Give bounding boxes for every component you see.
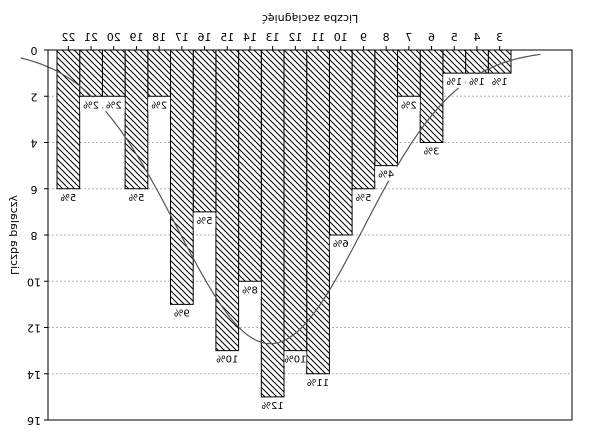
bar-10: [328, 49, 353, 236]
x-tick-label: 12: [288, 31, 302, 44]
bar-7: [397, 49, 421, 97]
x-tick-label: 7: [405, 31, 412, 44]
bar-label: 9%: [174, 308, 190, 319]
bar-label-bg: [307, 374, 330, 389]
bar-label: 5%: [197, 216, 213, 227]
bar-label-bg: [238, 282, 261, 297]
y-tick-label: 2: [31, 90, 38, 103]
bar-label: 5%: [129, 193, 145, 204]
bar-label: 11%: [307, 378, 329, 389]
bar-18: [147, 49, 172, 97]
bar-label-bg: [488, 74, 511, 89]
bars: [56, 49, 512, 398]
bar-label-bg: [443, 74, 466, 89]
bar-label: 4%: [378, 170, 394, 181]
x-tick-label: 4: [473, 31, 480, 44]
x-tick-label: 15: [220, 31, 234, 44]
bar-label-bg: [397, 97, 420, 112]
bar-11: [306, 49, 330, 375]
x-tick-label: 17: [175, 31, 189, 44]
bar-13: [260, 49, 285, 398]
x-tick-label: 21: [84, 31, 98, 44]
bar-9: [351, 49, 376, 190]
x-tick-label: 9: [360, 31, 367, 44]
bar-labels: 1% 1% 1% 3% 2% 4% 5% 6% 11% 10% 12% 8% 10% 5% 9% 2% 5% 2%…: [57, 74, 511, 412]
bar-label: 2%: [106, 100, 122, 111]
bar-label: 3%: [424, 147, 440, 158]
y-tick-label: 8: [31, 229, 38, 242]
bar-label-bg: [261, 397, 284, 412]
bar-label: 5%: [356, 193, 372, 204]
bar-22: [56, 49, 81, 190]
y-tick-label: 6: [31, 183, 38, 196]
bar-label: 5%: [60, 193, 76, 204]
bar-8: [374, 49, 398, 167]
bar-label: 1%: [492, 77, 508, 88]
x-tick-label: 10: [334, 31, 348, 44]
bar-label: 1%: [469, 77, 485, 88]
y-ticks: 0 2 4 6 8 10 12 14 16: [27, 44, 48, 427]
bar-label-bg: [375, 166, 398, 181]
bar-14: [238, 49, 262, 282]
bar-16: [192, 49, 217, 213]
y-tick-label: 0: [31, 44, 38, 57]
bar-15: [215, 49, 240, 352]
bar-6: [419, 49, 444, 143]
bar-label: 6%: [333, 239, 349, 250]
bar-label-bg: [102, 97, 125, 112]
bar-label: 1%: [446, 77, 462, 88]
x-tick-label: 11: [311, 31, 325, 44]
x-tick-label: 22: [61, 31, 75, 44]
bar-label-bg: [170, 305, 193, 320]
x-tick-label: 18: [152, 31, 166, 44]
y-tick-label: 12: [27, 322, 41, 335]
bar-label-bg: [80, 97, 103, 112]
y-tick-label: 4: [31, 137, 38, 150]
bar-label: 8%: [242, 285, 258, 296]
bar-label-bg: [125, 189, 148, 204]
bar-label-bg: [329, 236, 352, 250]
x-ticks: 3 4 5 6 7 8 9 10 11 12 13 14 15 16 17 18 19 20 21 22: [61, 31, 503, 50]
bar-label-bg: [57, 189, 80, 204]
bar-12: [283, 49, 308, 352]
bar-label: 2%: [401, 100, 417, 111]
bar-17: [170, 49, 194, 305]
bar-label-bg: [465, 74, 488, 89]
bar-label-bg: [216, 351, 239, 366]
bar-label: 12%: [262, 401, 284, 412]
bar-label-bg: [284, 351, 307, 366]
bar-label: 10%: [216, 355, 238, 366]
bar-label-bg: [420, 143, 443, 158]
x-tick-label: 5: [451, 31, 458, 44]
y-tick-label: 10: [27, 275, 41, 288]
bar-label: 10%: [284, 355, 306, 366]
y-tick-label: 16: [27, 414, 41, 427]
bar-label: 2%: [83, 100, 99, 111]
x-tick-label: 19: [129, 31, 143, 44]
x-tick-label: 13: [266, 31, 280, 44]
bar-20: [101, 49, 126, 97]
x-tick-label: 8: [383, 31, 390, 44]
y-tick-label: 14: [27, 368, 41, 381]
bar-label-bg: [193, 212, 216, 227]
y-axis-label: Liczba palaczy: [8, 194, 21, 275]
bar-5: [442, 49, 467, 74]
normal-fit-curve: [20, 53, 541, 345]
x-tick-label: 16: [198, 31, 212, 44]
x-tick-label: 6: [428, 31, 435, 44]
x-tick-label: 20: [107, 31, 121, 44]
x-tick-label: 14: [243, 31, 257, 44]
x-tick-label: 3: [496, 31, 503, 44]
bar-label-bg: [148, 97, 171, 112]
bar-4: [465, 49, 489, 74]
bar-label: 2%: [151, 100, 167, 111]
bar-label-bg: [352, 189, 375, 204]
chart-title: Liczba zaciągnięć: [262, 12, 358, 25]
